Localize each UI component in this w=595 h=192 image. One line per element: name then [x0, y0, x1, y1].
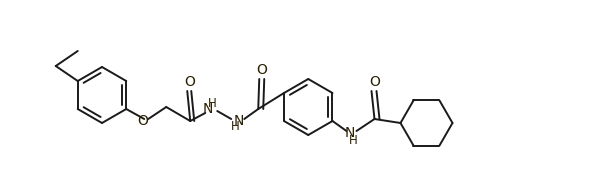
Text: N: N — [234, 114, 245, 128]
Text: O: O — [369, 75, 380, 89]
Text: N: N — [203, 102, 214, 116]
Text: O: O — [137, 114, 148, 128]
Text: H: H — [349, 133, 358, 146]
Text: O: O — [256, 63, 267, 77]
Text: O: O — [184, 75, 195, 89]
Text: H: H — [231, 121, 240, 133]
Text: N: N — [345, 126, 355, 140]
Text: H: H — [208, 97, 217, 109]
